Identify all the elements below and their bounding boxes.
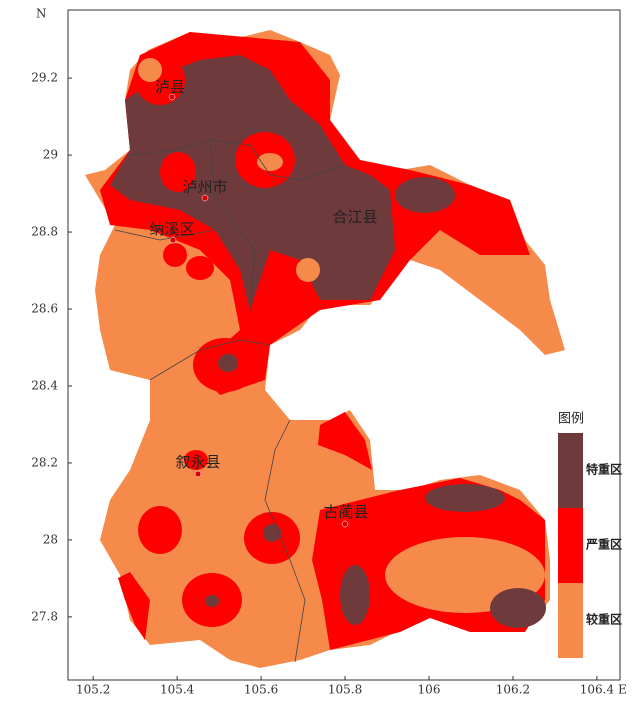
y-tick-label: 27.8	[31, 609, 58, 623]
place-label: 泸县	[155, 78, 185, 96]
zone-extreme	[218, 354, 238, 372]
y-tick-label: 29	[43, 148, 58, 162]
place-label: 古蔺县	[323, 503, 368, 521]
zone-extreme	[263, 524, 281, 542]
y-tick-label: 28.6	[31, 302, 58, 316]
legend-label: 较重区	[586, 612, 622, 627]
legend-title: 图例	[558, 412, 584, 427]
x-tick-label: 106.2	[496, 683, 530, 697]
place-dot	[194, 470, 202, 478]
place-label: 合江县	[332, 208, 377, 226]
east-label: E	[618, 683, 627, 697]
zone-severe	[163, 243, 187, 267]
place-dot	[169, 236, 177, 244]
legend-label: 特重区	[586, 462, 622, 477]
border	[149, 339, 271, 381]
legend-swatch	[558, 508, 583, 583]
place-label: 叙永县	[175, 453, 220, 471]
zone-moderate	[138, 58, 162, 82]
place-label: 泸州市	[182, 178, 227, 196]
x-tick-label: 106.4	[580, 683, 615, 697]
zone-severe	[138, 506, 182, 554]
zone-severe	[184, 450, 208, 470]
zone-moderate	[257, 153, 283, 171]
y-tick-label: 29.2	[31, 71, 58, 85]
zone-extreme	[425, 484, 505, 512]
place-dot	[341, 520, 349, 528]
county-borders	[114, 139, 346, 663]
place-label: 纳溪区	[149, 220, 194, 238]
zone-extreme	[205, 595, 219, 607]
legend-swatch	[558, 583, 583, 658]
zone-severe	[118, 572, 150, 640]
hazard-regions	[85, 30, 565, 668]
zone-extreme	[395, 177, 455, 213]
y-tick-label: 28.4	[31, 378, 58, 392]
border	[209, 139, 256, 311]
y-tick-label: 28.8	[31, 225, 58, 239]
zone-severe	[186, 256, 214, 280]
zone-extreme	[340, 565, 370, 625]
place-dot	[168, 93, 176, 101]
x-tick-label: 105.6	[244, 683, 278, 697]
legend-label: 严重区	[585, 537, 622, 552]
x-tick-label: 105.8	[328, 683, 362, 697]
border	[114, 229, 216, 241]
y-tick-label: 28.2	[31, 455, 58, 469]
map-frame	[67, 9, 621, 681]
zone-extreme	[490, 588, 546, 628]
north-label: N	[36, 7, 47, 21]
x-tick-label: 105.4	[160, 683, 195, 697]
x-tick-label: 106	[418, 683, 441, 697]
y-tick-label: 28	[43, 532, 58, 546]
x-tick-label: 105.2	[76, 683, 110, 697]
legend-swatch	[558, 433, 583, 508]
zone-severe	[160, 152, 196, 192]
place-dot	[201, 194, 209, 202]
border	[129, 139, 346, 181]
border	[264, 419, 306, 663]
zone-moderate	[296, 258, 320, 282]
zone-severe	[318, 412, 372, 470]
